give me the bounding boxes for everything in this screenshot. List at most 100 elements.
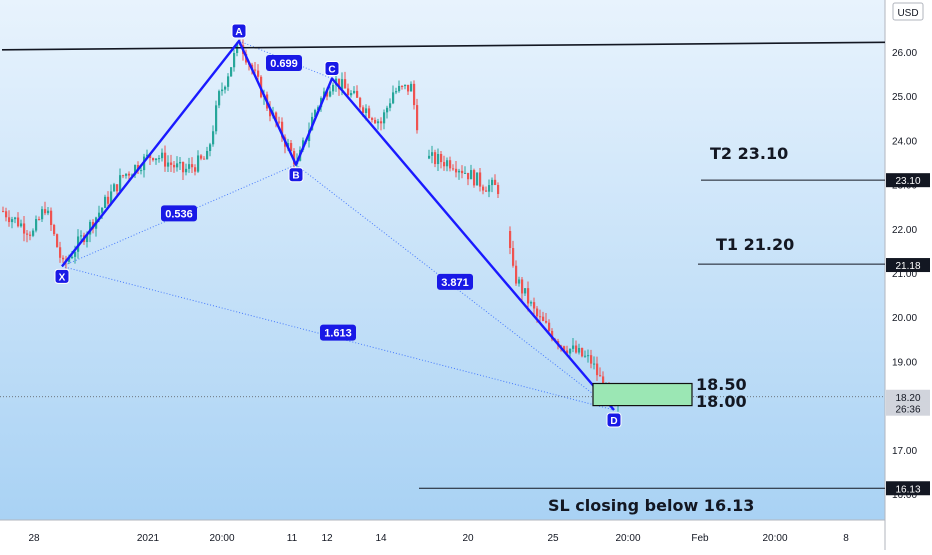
candle-body xyxy=(128,173,131,176)
candle-body xyxy=(386,107,389,113)
currency-label[interactable]: USD xyxy=(892,2,924,21)
candle-body xyxy=(17,217,20,227)
y-tick-26-00: 26.00 xyxy=(892,48,917,59)
price-badge-18-20: 18.20 xyxy=(895,393,920,404)
candle-body xyxy=(194,167,197,172)
x-tick-4: 12 xyxy=(321,533,333,544)
zone-high-annotation: 18.50 xyxy=(696,375,747,394)
candle-body xyxy=(182,161,185,173)
candle-body xyxy=(326,91,329,97)
candle-body xyxy=(158,158,161,160)
entry-zone-box xyxy=(592,382,693,407)
candle-body xyxy=(188,164,191,169)
candle-body xyxy=(482,186,485,191)
candle-body xyxy=(314,110,317,117)
candle-body xyxy=(44,209,47,214)
x-tick-3: 11 xyxy=(287,533,298,544)
candle-body xyxy=(494,179,497,185)
candle-body xyxy=(431,152,434,156)
ratio-label-1-613: 1.613 xyxy=(324,328,352,340)
time-axis[interactable]: 28 2021 20:00 11 12 14 20 25 20:00 Feb 20:00 8 xyxy=(28,533,849,544)
ratio-labels: 0.699 0.536 3.871 1.613 xyxy=(161,55,473,341)
candle-body xyxy=(230,67,233,77)
candle-body xyxy=(122,175,125,177)
y-tick-20-00: 20.00 xyxy=(892,313,917,324)
zone-low-annotation: 18.00 xyxy=(696,392,747,411)
candle-body xyxy=(410,83,413,92)
price-badge-16-13: 16.13 xyxy=(895,484,920,495)
point-box-x xyxy=(54,268,70,284)
candle-body xyxy=(362,107,365,114)
ratio-label-0-699: 0.699 xyxy=(270,58,298,70)
candle-body xyxy=(392,92,395,104)
x-tick-8: 20:00 xyxy=(615,533,640,544)
candle-body xyxy=(413,83,416,106)
candle-body xyxy=(590,355,593,364)
candle-body xyxy=(170,162,173,165)
candle-body xyxy=(38,219,41,221)
annotations: T2 23.10 T1 21.20 18.50 18.00 SL closing… xyxy=(548,144,794,515)
candle-body xyxy=(98,212,101,218)
xabcd-path xyxy=(61,39,615,411)
candle-body xyxy=(446,160,449,167)
candle-body xyxy=(581,347,584,357)
candle-body xyxy=(11,219,14,223)
candle-body xyxy=(89,221,92,235)
candle-body xyxy=(155,158,158,161)
candle-body xyxy=(566,350,569,354)
candle-body xyxy=(5,211,8,218)
price-badge-box xyxy=(886,389,930,404)
candle-body xyxy=(113,184,116,192)
x-tick-9: Feb xyxy=(691,533,709,544)
candle-body xyxy=(203,158,206,160)
candle-body xyxy=(575,345,578,353)
candle-body xyxy=(485,190,488,192)
candle-body xyxy=(35,219,38,231)
candle-body xyxy=(215,105,218,132)
candle-body xyxy=(173,164,176,168)
candle-body xyxy=(134,165,137,175)
candle-body xyxy=(470,170,473,180)
candle-body xyxy=(437,154,440,165)
candle-body xyxy=(281,121,284,138)
ratio-label-box xyxy=(320,324,356,341)
candle-body xyxy=(476,172,479,186)
candle-body xyxy=(467,172,470,180)
candle-body xyxy=(269,108,272,117)
price-axis-panel xyxy=(885,0,932,550)
candle-body xyxy=(539,316,542,318)
candle-body xyxy=(368,108,371,119)
candle-body xyxy=(149,154,152,159)
candle-body xyxy=(86,234,89,243)
ratio-label-0-536: 0.536 xyxy=(165,208,193,220)
candle-body xyxy=(374,119,377,124)
candle-body xyxy=(416,105,419,131)
t1-annotation: T1 21.20 xyxy=(716,235,794,254)
point-label-x: X xyxy=(59,272,66,283)
candle-body xyxy=(332,84,335,92)
candle-body xyxy=(491,179,494,186)
x-tick-6: 20 xyxy=(462,533,474,544)
candle-body xyxy=(29,234,32,236)
pattern-legs xyxy=(61,39,615,411)
candle-body xyxy=(599,375,602,377)
candle-body xyxy=(572,345,575,349)
candle-body xyxy=(329,91,332,97)
candle-body xyxy=(233,52,236,68)
candle-body xyxy=(443,162,446,167)
price-badge-23-10: 23.10 xyxy=(895,176,920,187)
x-tick-5: 14 xyxy=(375,533,387,544)
candle-body xyxy=(347,88,350,96)
candle-body xyxy=(68,258,71,262)
currency-label-text: USD xyxy=(897,8,918,19)
candle-body xyxy=(71,256,74,259)
candle-body xyxy=(464,172,467,174)
point-label-d: D xyxy=(610,416,617,427)
candle-body xyxy=(2,211,5,213)
candle-body xyxy=(152,158,155,161)
candle-body xyxy=(584,355,587,357)
candle-body xyxy=(563,346,566,351)
